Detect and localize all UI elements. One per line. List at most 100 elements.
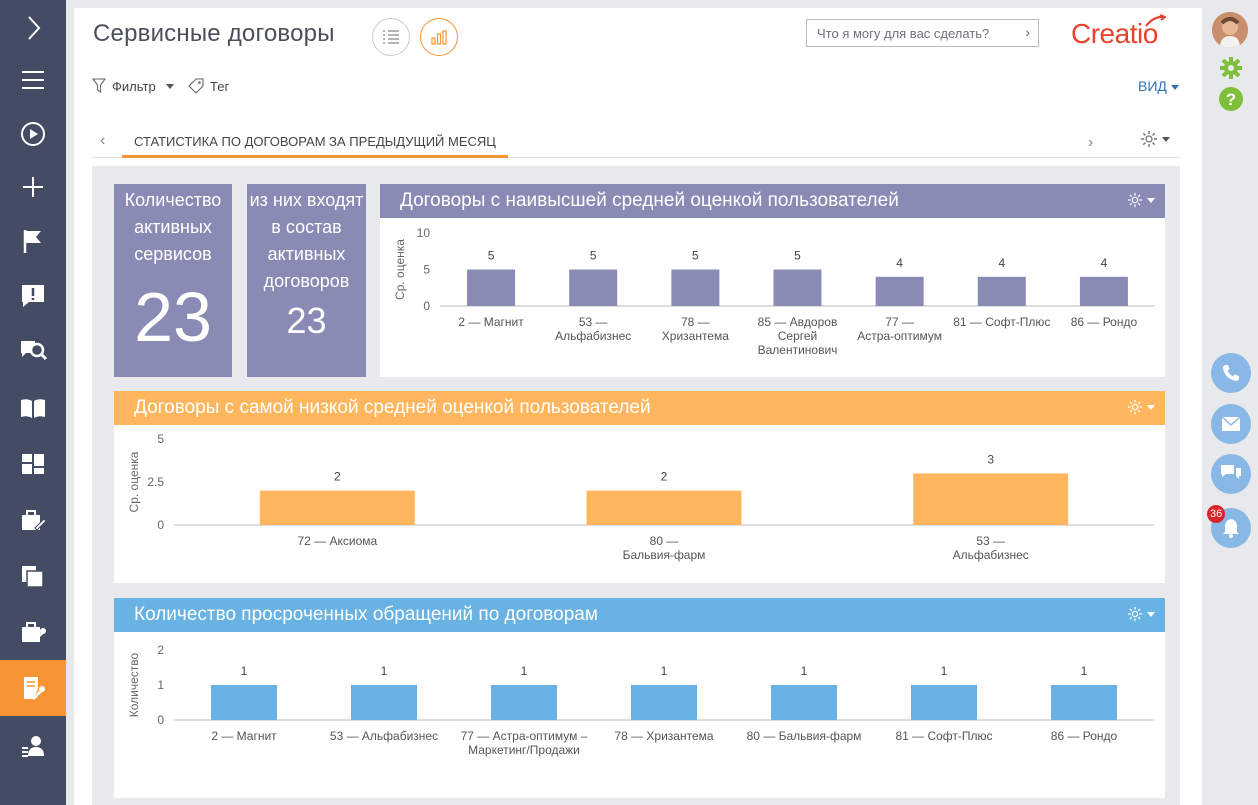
dashboards-button[interactable] <box>0 436 66 492</box>
tag-label: Тег <box>210 78 230 94</box>
user-avatar[interactable] <box>1212 12 1248 48</box>
bar <box>491 685 557 720</box>
category-label: 81 — Софт-Плюс <box>953 315 1050 329</box>
gear-icon[interactable] <box>1218 55 1244 81</box>
help-icon[interactable]: ? <box>1218 86 1244 112</box>
phone-button[interactable] <box>1211 353 1251 393</box>
list-icon <box>383 30 399 44</box>
bar <box>977 276 1026 306</box>
bar-value-label: 4 <box>896 256 903 270</box>
bar <box>1079 276 1128 306</box>
active-services-widget: Количество активных сервисов 23 <box>114 184 232 377</box>
active-services-label: Количество активных сервисов <box>124 190 222 264</box>
bar <box>875 276 924 306</box>
list-view-button[interactable] <box>372 18 410 56</box>
main-panel: Сервисные договоры Что я могу для вас сд… <box>74 8 1202 805</box>
bar-value-label: 5 <box>794 249 801 263</box>
bar-value-label: 4 <box>998 256 1005 270</box>
y-tick-label: 5 <box>157 432 164 446</box>
category-label: 80 — Бальвия-фарм <box>747 729 862 743</box>
bell-icon <box>1223 519 1239 538</box>
plus-icon <box>23 177 43 197</box>
bar-value-label: 1 <box>521 664 528 678</box>
bar-value-label: 3 <box>987 452 994 466</box>
category-label: 77 — Астра-оптимум <box>857 315 942 343</box>
bar <box>586 490 742 525</box>
overdue-cases-title: Количество просроченных обращений по дог… <box>134 604 598 625</box>
tab-prev-arrow-icon[interactable]: ‹ <box>100 132 106 149</box>
bar <box>351 685 417 720</box>
chevron-right-icon[interactable]: › <box>1025 24 1030 40</box>
menu-button[interactable] <box>0 52 66 108</box>
bar <box>467 269 516 306</box>
command-line-input[interactable]: Что я могу для вас сделать? › <box>806 19 1039 47</box>
y-axis-label: Ср. оценка <box>393 239 407 300</box>
knowledge-base-button[interactable] <box>0 380 66 436</box>
tag-button[interactable]: Тег <box>188 78 229 94</box>
bar-value-label: 2 <box>661 470 668 484</box>
y-tick-label: 0 <box>157 518 164 532</box>
tab-settings-button[interactable] <box>1140 130 1170 148</box>
bar-value-label: 5 <box>692 249 699 263</box>
logo-swoosh-icon <box>1145 14 1166 27</box>
category-label: 72 — Аксиома <box>297 534 377 548</box>
low-rated-chart: Ср. оценка 0 2.5 5 2 72 — Аксиома 2 80 — Бальвия… <box>127 432 1154 562</box>
bar-value-label: 5 <box>488 249 495 263</box>
employees-button[interactable] <box>0 718 66 774</box>
processes-button[interactable] <box>0 106 66 162</box>
creatio-logo: Creatio <box>1071 18 1158 49</box>
view-menu-button[interactable]: ВИД <box>1138 78 1179 94</box>
search-cases-button[interactable] <box>0 323 66 379</box>
play-circle-icon <box>21 122 45 146</box>
chat-button[interactable] <box>1211 454 1251 494</box>
feed-button[interactable] <box>0 268 66 324</box>
filter-button[interactable]: Фильтр <box>92 78 174 94</box>
bar <box>771 685 837 720</box>
tab-next-arrow-icon[interactable]: › <box>1088 134 1094 151</box>
expand-sidebar-button[interactable] <box>0 0 66 56</box>
y-tick-label: 10 <box>417 226 431 240</box>
category-label: 53 — Альфабизнес <box>555 315 631 343</box>
contracts-button[interactable] <box>0 548 66 604</box>
bar <box>569 269 618 306</box>
view-label: ВИД <box>1138 78 1167 94</box>
chat-search-icon <box>21 341 47 361</box>
category-label: 53 — Альфабизнес <box>330 729 438 743</box>
bar <box>631 685 697 720</box>
user-profile-photo <box>1212 12 1248 48</box>
dashboard-tiles-icon <box>22 454 44 474</box>
top-rated-contracts-widget: Договоры с наивысшей средней оценкой пол… <box>380 184 1165 377</box>
analytics-view-button[interactable] <box>420 18 458 56</box>
bar <box>773 269 822 306</box>
caret-down-icon <box>1170 84 1179 90</box>
notifications-count-badge: 36 <box>1207 505 1226 523</box>
bar-value-label: 1 <box>381 664 388 678</box>
book-icon <box>21 399 45 418</box>
bar-value-label: 1 <box>1081 664 1088 678</box>
bar <box>259 490 415 525</box>
start-button[interactable] <box>0 213 66 269</box>
widget-settings-button[interactable] <box>1127 192 1155 208</box>
briefcase-edit-icon <box>22 510 47 531</box>
funnel-icon <box>92 78 106 94</box>
tab-contract-stats[interactable]: СТАТИСТИКА ПО ДОГОВОРАМ ЗА ПРЕДЫДУЩИЙ МЕ… <box>122 126 508 158</box>
category-label: 2 — Магнит <box>211 729 277 743</box>
gear-icon <box>1127 606 1143 622</box>
phone-icon <box>1223 365 1239 381</box>
email-button[interactable] <box>1211 404 1251 444</box>
bar-value-label: 1 <box>661 664 668 678</box>
add-button[interactable] <box>0 159 66 215</box>
email-icon <box>1221 416 1241 431</box>
y-axis-label: Ср. оценка <box>127 451 141 512</box>
category-label: 80 — Бальвия-фарм <box>623 534 706 562</box>
cases-button[interactable] <box>0 492 66 548</box>
caret-down-icon <box>1162 136 1170 142</box>
bar-value-label: 2 <box>334 470 341 484</box>
command-line-placeholder: Что я могу для вас сделать? <box>817 26 990 41</box>
service-contracts-button[interactable] <box>0 660 66 716</box>
widget-settings-button[interactable] <box>1127 606 1155 622</box>
service-button[interactable] <box>0 604 66 660</box>
document-wrench-icon <box>24 677 45 701</box>
widget-settings-button[interactable] <box>1127 399 1155 415</box>
category-label: 78 — Хризантема <box>662 315 729 343</box>
